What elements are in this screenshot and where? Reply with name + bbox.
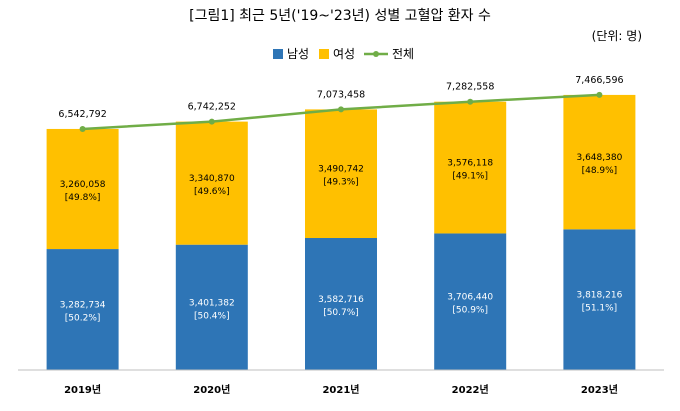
total-point — [338, 106, 344, 113]
data-label-male-value: 3,282,734 — [60, 301, 106, 311]
total-point — [79, 125, 86, 132]
bar-male-2022년 — [434, 233, 507, 370]
data-label-female-value: 3,576,118 — [447, 159, 493, 169]
legend: 남성 여성 전체 — [273, 47, 414, 61]
total-point — [208, 118, 215, 125]
data-label-male-pct: [50.9%] — [452, 306, 488, 316]
x-tick-label: 2021년 — [322, 383, 359, 396]
legend-label-female: 여성 — [333, 47, 355, 61]
bar-male-2019년 — [46, 249, 119, 370]
bar-series-group: 3,282,734 [50.2%] 3,260,058 [49.8%] 3,401,38… — [46, 94, 636, 370]
data-label-male-value: 3,706,440 — [447, 293, 493, 303]
total-point — [467, 98, 474, 105]
bar-male-2021년 — [305, 238, 377, 370]
data-label-female-pct: [49.1%] — [452, 172, 488, 182]
x-tick-label: 2020년 — [193, 383, 230, 396]
data-label-female-pct: [49.8%] — [65, 193, 101, 203]
bar-male-2020년 — [175, 244, 248, 370]
data-label-female-pct: [49.6%] — [194, 187, 230, 197]
data-label-male-pct: [50.4%] — [194, 311, 230, 321]
unit-note: (단위: 명) — [592, 29, 642, 43]
bar-female-2020년 — [175, 121, 248, 245]
chart-title: [그림1] 최근 5년('19~'23년) 성별 고혈압 환자 수 — [189, 8, 491, 24]
bar-female-2021년 — [305, 109, 377, 239]
x-tick-label: 2023년 — [581, 383, 618, 396]
data-label-female-value: 3,648,380 — [576, 153, 622, 163]
data-label-male-pct: [50.7%] — [323, 308, 359, 318]
data-label-total: 7,466,596 — [575, 75, 623, 86]
data-label-male-value: 3,582,716 — [318, 295, 364, 305]
data-label-female-value: 3,340,870 — [189, 174, 235, 184]
bar-female-2022년 — [434, 101, 507, 234]
legend-label-male: 남성 — [287, 47, 309, 61]
data-label-male-value: 3,401,382 — [189, 298, 235, 308]
x-axis-ticks: 2019년 2020년 2021년 2022년 2023년 — [64, 383, 618, 396]
data-label-male-pct: [51.1%] — [582, 304, 618, 314]
data-label-total: 7,073,458 — [317, 89, 365, 100]
bar-female-2023년 — [563, 94, 636, 230]
data-label-female-value: 3,260,058 — [60, 180, 106, 190]
data-label-male-pct: [50.2%] — [65, 314, 101, 324]
legend-swatch-male — [273, 49, 283, 59]
data-label-male-value: 3,818,216 — [576, 291, 622, 301]
x-tick-label: 2022년 — [452, 383, 489, 396]
x-tick-label: 2019년 — [64, 383, 101, 396]
bar-female-2019년 — [46, 128, 119, 250]
data-label-female-pct: [48.9%] — [582, 166, 618, 176]
data-label-female-pct: [49.3%] — [323, 178, 359, 188]
data-label-total: 6,742,252 — [188, 102, 236, 113]
data-label-total: 6,542,792 — [58, 109, 106, 120]
data-label-total: 7,282,558 — [446, 82, 494, 93]
legend-swatch-female — [319, 49, 329, 59]
legend-marker-total — [373, 51, 379, 57]
total-point — [596, 91, 603, 98]
bar-male-2023년 — [563, 229, 636, 370]
total-line-group: 6,542,792 6,742,252 7,073,458 7,282,558 7,46… — [58, 75, 624, 132]
legend-label-total: 전체 — [392, 47, 414, 61]
data-label-female-value: 3,490,742 — [318, 165, 364, 175]
